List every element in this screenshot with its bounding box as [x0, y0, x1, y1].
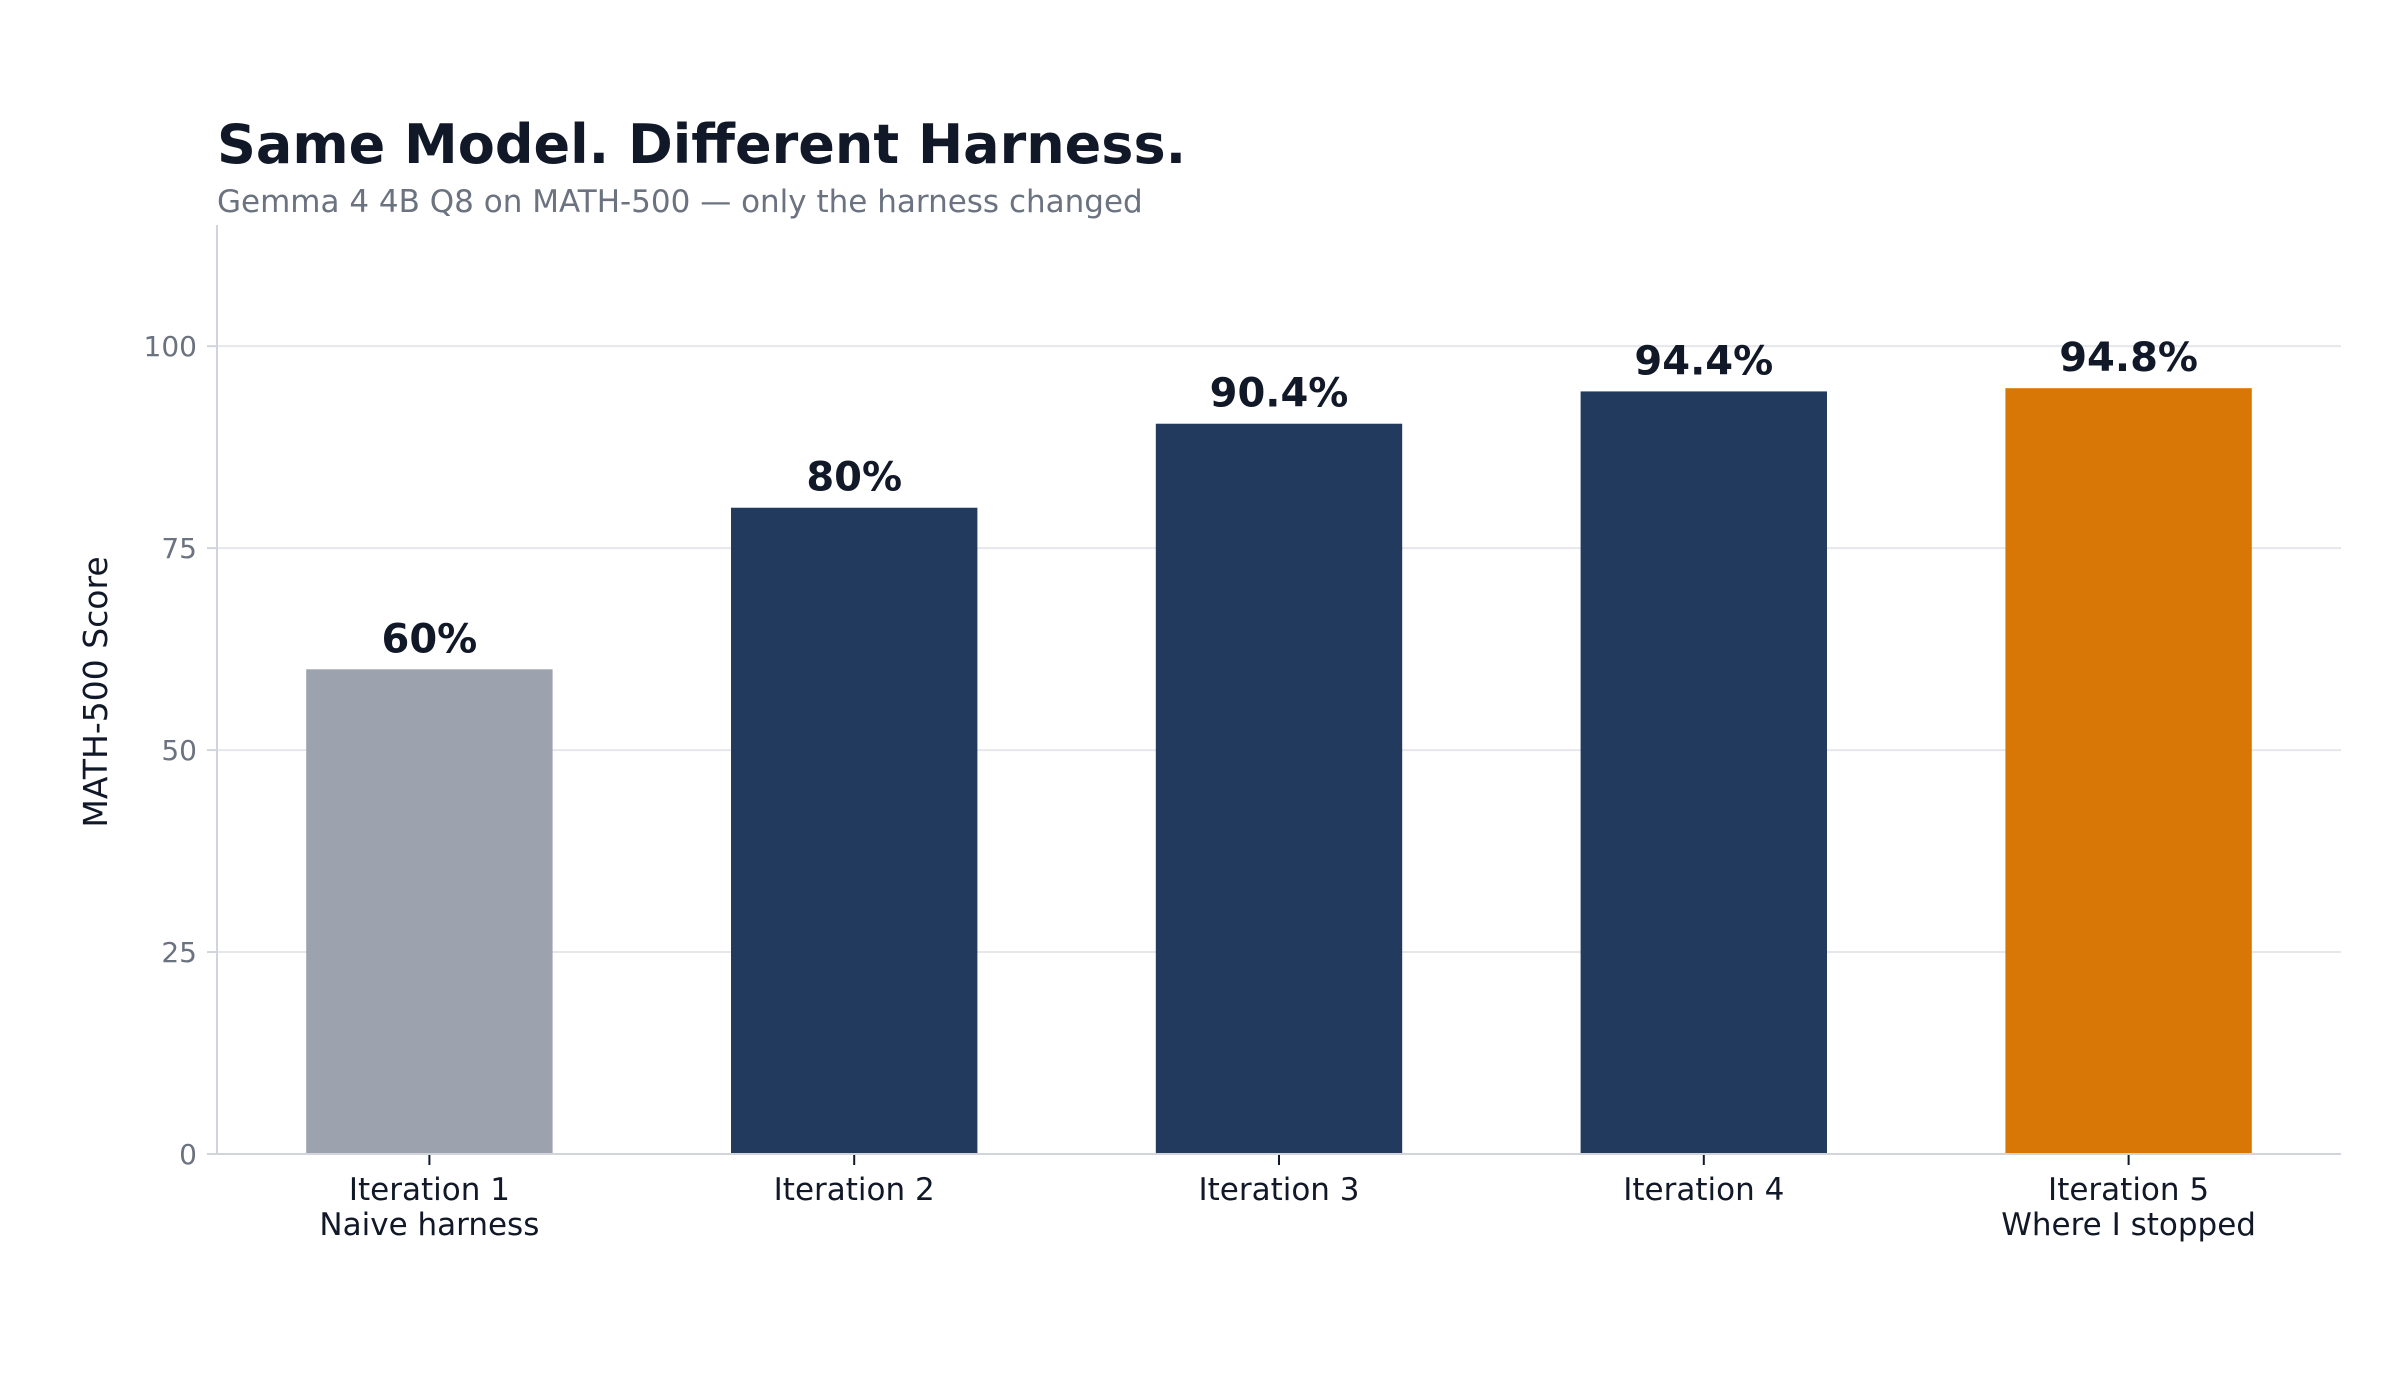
data-label: 80% — [806, 455, 902, 501]
chart-subtitle: Gemma 4 4B Q8 on MATH-500 — only the har… — [217, 184, 1143, 220]
x-tick-label: Iteration 5 — [2048, 1172, 2209, 1208]
bar — [2005, 388, 2252, 1154]
x-tick-label: Iteration 3 — [1198, 1172, 1359, 1208]
y-tick-label: 75 — [161, 532, 197, 565]
chart-title: Same Model. Different Harness. — [217, 113, 1186, 176]
y-axis-label: MATH-500 Score — [76, 556, 115, 827]
data-label: 60% — [382, 616, 478, 662]
x-tick-label: Iteration 2 — [774, 1172, 935, 1208]
y-tick-label: 0 — [179, 1138, 197, 1171]
data-label: 94.4% — [1634, 338, 1773, 384]
axes — [207, 225, 2341, 1165]
bars — [306, 388, 2252, 1154]
x-tick-label: Where I stopped — [2001, 1207, 2256, 1243]
y-tick-label: 50 — [161, 734, 197, 767]
data-label: 90.4% — [1210, 371, 1349, 417]
bar — [1155, 423, 1403, 1154]
bar — [306, 669, 553, 1154]
data-label: 94.8% — [2059, 335, 2198, 381]
y-tick-label: 100 — [144, 330, 197, 363]
bar — [1580, 391, 1827, 1154]
bar — [731, 507, 978, 1154]
x-tick-label: Naive harness — [319, 1207, 539, 1243]
x-tick-label: Iteration 4 — [1623, 1172, 1784, 1208]
y-tick-label: 25 — [161, 936, 197, 969]
x-tick-label: Iteration 1 — [349, 1172, 510, 1208]
